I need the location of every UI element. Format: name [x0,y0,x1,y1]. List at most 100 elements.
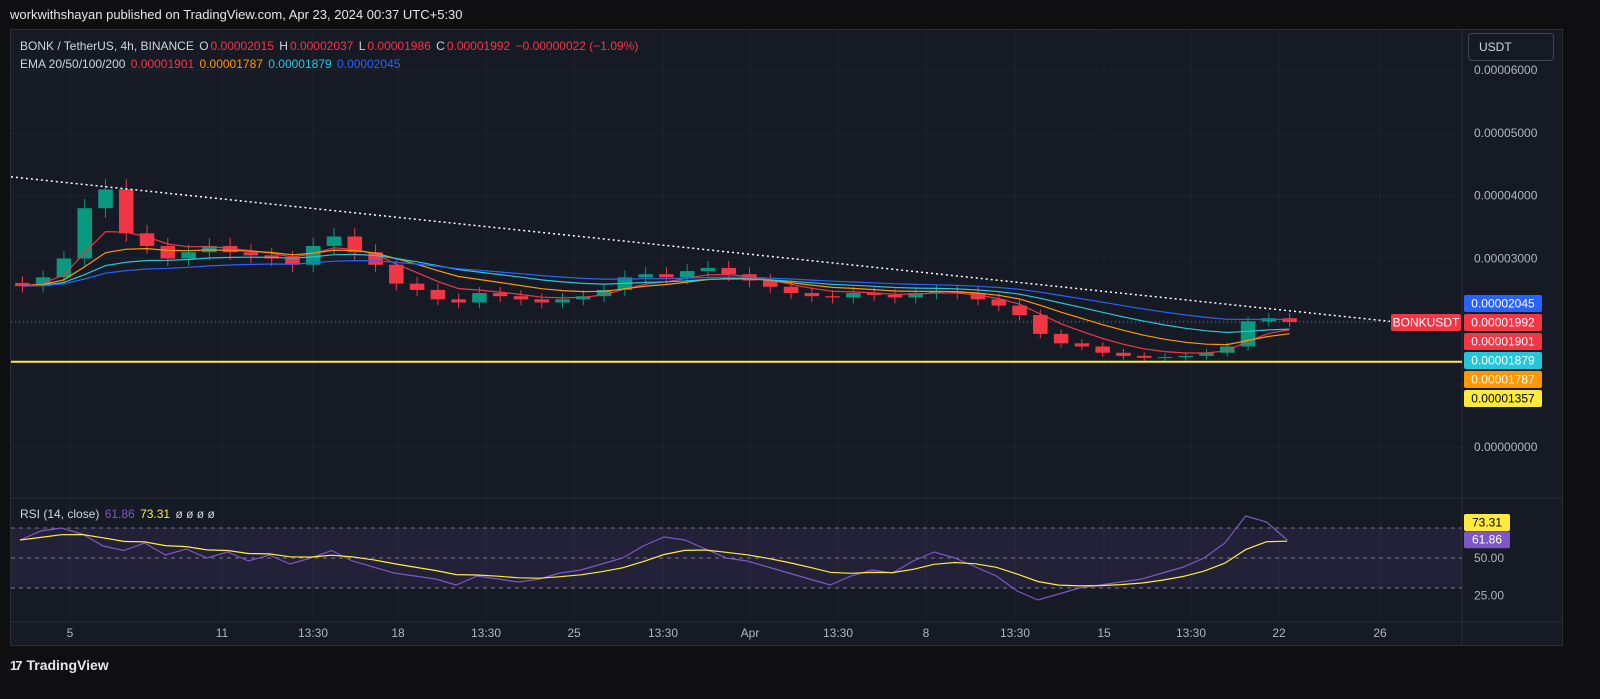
ema-label[interactable]: EMA 20/50/100/200 [20,57,126,71]
price-label-box [1464,390,1542,407]
candle-body [825,296,840,298]
y-tick-label: 0.00004000 [1474,189,1538,203]
x-tick-label: 13:30 [823,626,853,640]
candle-body [181,252,196,259]
x-tick-label: 8 [923,626,930,640]
candle-body [1178,355,1194,358]
ema20-line [22,230,1290,354]
candle-body [1136,355,1152,358]
ohlc-h-label: H [279,39,288,53]
y-tick-label: 0.00006000 [1474,63,1538,77]
candle-body [118,189,134,234]
price-label-text: 0.00001787 [1471,373,1535,387]
tradingview-brand: TradingView [26,657,109,673]
candle-body [409,283,425,290]
x-tick-label: 13:30 [471,626,501,640]
ohlc-close: 0.00001992 [446,39,511,53]
candle-body [991,299,1007,306]
y-tick-label: 0.00005000 [1474,126,1538,140]
candle-body [1033,315,1048,334]
x-tick-label: 15 [1097,626,1111,640]
symbol-tag-box [1391,314,1461,331]
candle-body [451,299,466,303]
candle-body [15,282,30,287]
x-tick-label: 5 [67,626,74,640]
candle-body [679,271,695,278]
candle-body [1095,346,1110,353]
candle-body [555,299,570,303]
rsi-label-text: 73.31 [1472,516,1502,530]
x-tick-label: 13:30 [1176,626,1206,640]
ohlc-high: 0.00002037 [289,39,354,53]
candle-body [970,293,986,300]
candle-body [243,252,259,256]
x-tick-label: 13:30 [1000,626,1030,640]
candle-body [35,277,51,287]
candle-body [534,299,550,303]
rsi-legend: RSI (14, close) 61.86 73.31 ø ø ø ø [20,507,217,521]
symbol-title[interactable]: BONK / TetherUS, 4h, BINANCE [20,39,194,53]
price-label-box [1464,314,1542,331]
price-label-box [1464,371,1542,388]
rsi-ma-line [19,533,1288,587]
price-label-box [1464,352,1542,369]
rsi-ma-value: 73.31 [140,507,171,521]
rsi-tick-label: 25.00 [1474,589,1504,603]
candle-body [160,245,176,259]
candle-body [1012,305,1027,316]
ohlc-open: 0.00002015 [210,39,274,53]
ohlc-l-label: L [358,39,366,53]
candle-body [638,274,653,278]
candle-body [347,236,363,253]
x-tick-label: 26 [1373,626,1387,640]
x-tick-label: 25 [567,626,581,640]
rsi-label-text: 61.86 [1472,533,1502,547]
ohlc-o-label: O [199,39,209,53]
candle-body [1157,357,1173,359]
candle-body [77,208,92,259]
price-label-text: 0.00001901 [1471,335,1535,349]
y-tick-label: 0.00003000 [1474,252,1538,266]
candle-body [492,293,508,297]
candle-body [659,274,674,278]
symbol-legend: BONK / TetherUS, 4h, BINANCE O 0.00002015… [20,39,640,53]
chart-frame[interactable] [10,29,1563,646]
candle-body [513,296,529,300]
candle-body [1282,318,1297,322]
currency-button[interactable]: USDT [1468,33,1554,61]
x-tick-label: Apr [741,626,760,640]
ohlc-low: 0.00001986 [367,39,431,53]
candle-body [887,294,903,298]
candle-body [846,293,861,298]
y-tick-label: 0.00000000 [1474,440,1538,454]
candle-body [700,267,716,272]
candle-body [721,267,736,275]
tradingview-logo[interactable]: 17 TradingView [10,657,109,673]
candle-body [430,289,446,300]
rsi-label[interactable]: RSI (14, close) [20,507,100,521]
trendline [10,176,1391,323]
candle-body [389,264,404,284]
ema100-line [22,253,1290,334]
x-tick-label: 13:30 [648,626,678,640]
ema100-value: 0.00001879 [268,57,332,71]
price-label-text: 0.00001879 [1471,354,1535,368]
candle-body [596,289,612,297]
ema20-value: 0.00001901 [130,57,195,71]
candle-body [98,189,113,209]
candle-body [305,245,321,265]
rsi-label-box [1464,531,1510,549]
price-label-box [1464,333,1542,350]
candle-body [908,293,923,298]
candle-body [1220,346,1235,353]
candle-body [202,245,217,253]
ema200-line [22,259,1290,321]
candle-body [1116,352,1131,356]
candle-body [804,293,820,297]
candle-body [326,236,342,246]
x-tick-label: 11 [216,626,229,640]
x-tick-label: 18 [391,626,405,640]
rsi-na-values: ø ø ø ø [175,507,215,521]
rsi-line [19,515,1288,601]
